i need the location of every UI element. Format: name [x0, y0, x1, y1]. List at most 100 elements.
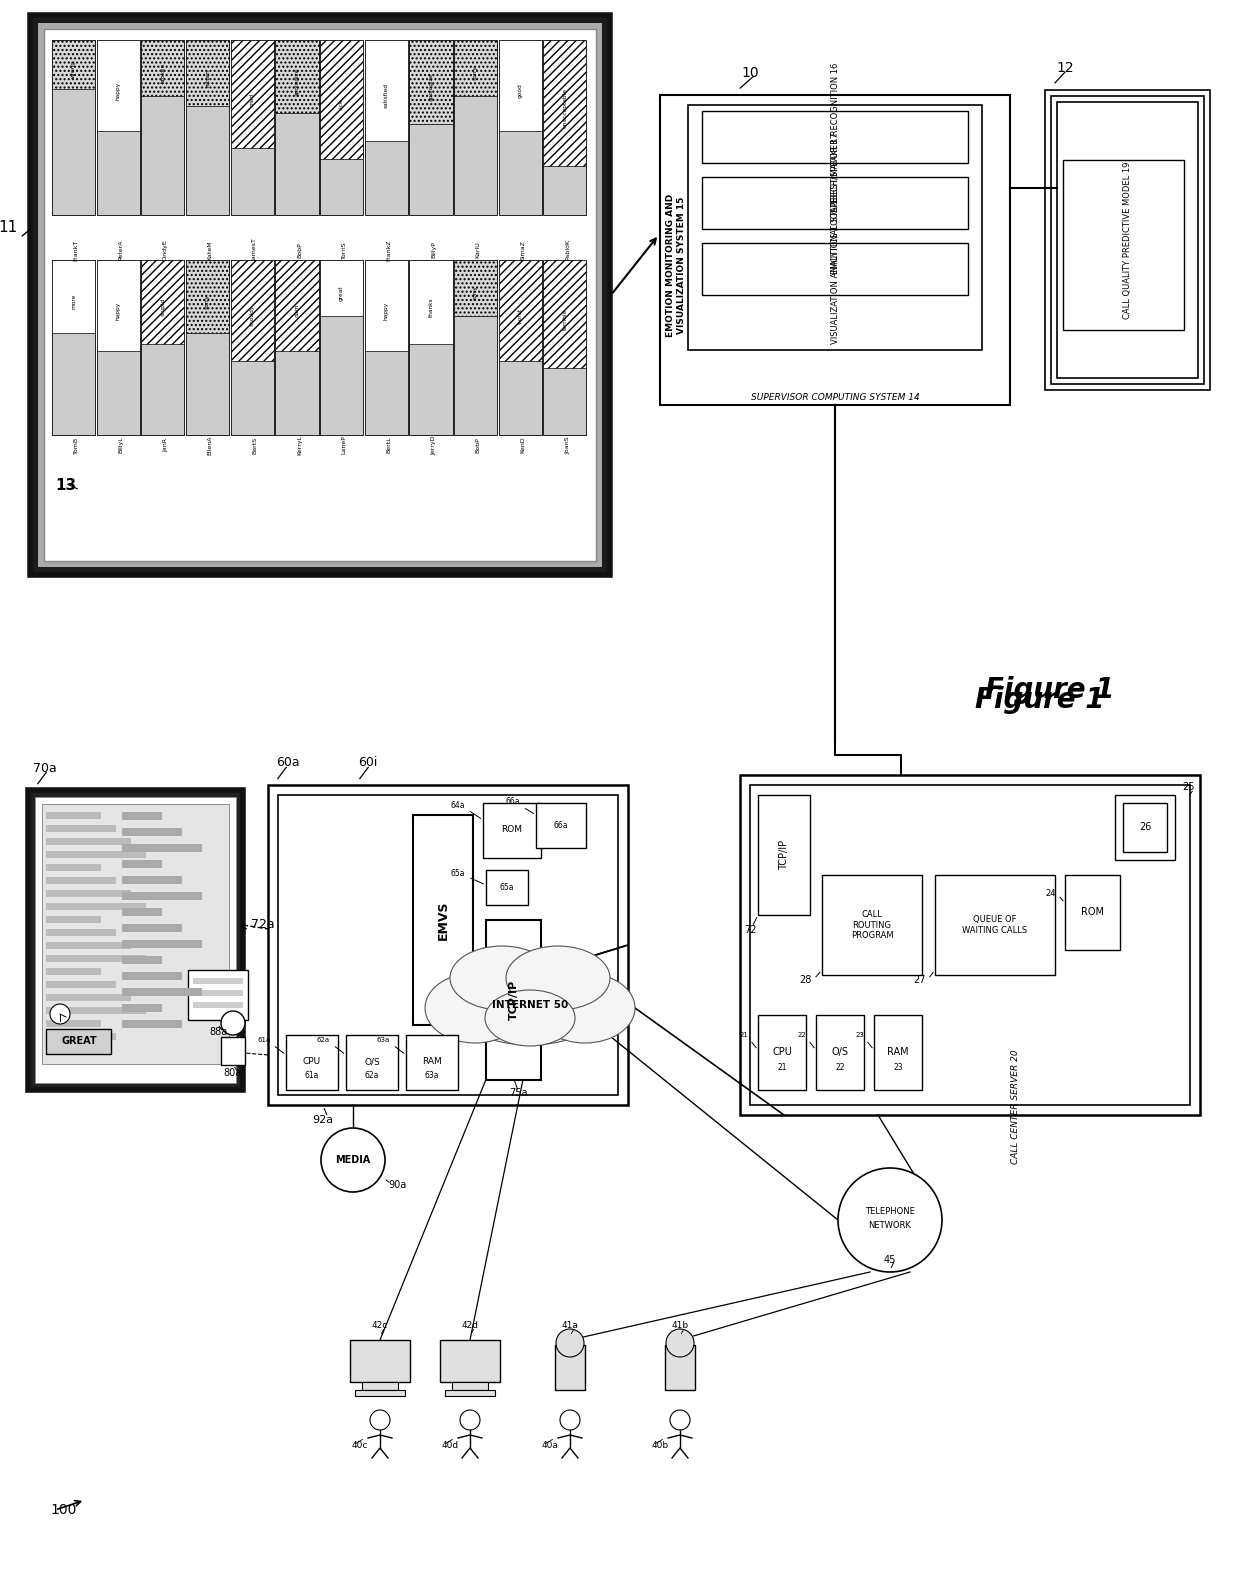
Circle shape [560, 1410, 580, 1431]
Text: SimaZ: SimaZ [521, 241, 526, 260]
Bar [1123, 803, 1167, 852]
Text: apologize: apologize [294, 68, 299, 96]
Bar [346, 1036, 398, 1091]
Bar [42, 804, 229, 1064]
Text: 88a: 88a [208, 1026, 227, 1037]
Text: 92a: 92a [312, 1114, 334, 1125]
Ellipse shape [425, 973, 525, 1044]
Bar [453, 1382, 489, 1390]
Bar [498, 39, 542, 131]
Text: shoddy: shoddy [249, 305, 254, 326]
Bar [122, 812, 162, 820]
Text: 40d: 40d [441, 1440, 459, 1450]
Bar [286, 1036, 339, 1091]
Text: PeterA: PeterA [118, 239, 123, 260]
Text: 12: 12 [1056, 61, 1074, 76]
Text: CALL CENTER SERVER 20: CALL CENTER SERVER 20 [1012, 1050, 1021, 1165]
Bar [543, 39, 587, 165]
Text: CPU: CPU [773, 1047, 792, 1058]
Text: CALL
ROUTING
PROGRAM: CALL ROUTING PROGRAM [851, 910, 893, 940]
Bar [275, 39, 319, 216]
Text: 45: 45 [884, 1254, 897, 1265]
Bar [498, 260, 542, 360]
Text: 75a: 75a [508, 1088, 527, 1099]
Bar [740, 774, 1200, 1114]
Bar [221, 1037, 246, 1066]
Bar [46, 837, 131, 845]
Text: 22: 22 [797, 1033, 806, 1037]
Text: CPU: CPU [303, 1058, 321, 1067]
Text: 63a: 63a [425, 1072, 439, 1080]
Bar [543, 39, 587, 216]
Ellipse shape [485, 990, 575, 1047]
Text: TELEPHONE: TELEPHONE [866, 1207, 915, 1217]
Bar [141, 260, 185, 345]
Bar [543, 260, 587, 434]
Bar [46, 903, 146, 910]
Text: 70a: 70a [33, 762, 57, 774]
Circle shape [838, 1168, 942, 1272]
Bar [122, 892, 202, 900]
Bar [275, 260, 319, 351]
Ellipse shape [506, 946, 610, 1011]
Text: 42d: 42d [461, 1322, 479, 1330]
Text: sorry: sorry [474, 285, 479, 301]
Text: PabloK: PabloK [565, 239, 570, 261]
Bar [52, 39, 95, 90]
Bar [52, 260, 95, 334]
Bar [46, 812, 100, 818]
Circle shape [670, 1410, 689, 1431]
Text: stupid: stupid [160, 297, 165, 316]
Text: FrankZ: FrankZ [386, 239, 392, 261]
Bar [350, 1339, 410, 1382]
Bar [122, 955, 162, 963]
Bar [97, 39, 140, 216]
Bar [702, 112, 968, 164]
Text: 41b: 41b [671, 1322, 688, 1330]
Text: KateM: KateM [207, 241, 212, 260]
Bar [46, 968, 100, 974]
Text: 21: 21 [739, 1033, 748, 1037]
Bar [275, 39, 319, 113]
Circle shape [321, 1129, 384, 1192]
Bar [935, 875, 1055, 974]
Circle shape [460, 1410, 480, 1431]
Bar [193, 1003, 243, 1007]
Bar [1063, 161, 1184, 331]
Text: O/S: O/S [365, 1058, 379, 1067]
Bar [122, 859, 162, 867]
Bar [122, 828, 182, 836]
Bar [141, 260, 185, 434]
Text: 40b: 40b [652, 1440, 670, 1450]
Bar [445, 1390, 495, 1396]
Text: 65a: 65a [500, 883, 515, 891]
Bar [498, 39, 542, 216]
Text: 41a: 41a [562, 1322, 578, 1330]
Text: TorriS: TorriS [341, 241, 347, 258]
Text: EllenA: EllenA [207, 436, 212, 455]
Text: ROM: ROM [501, 825, 522, 834]
Bar [46, 916, 100, 922]
Bar [186, 260, 229, 334]
Bar [1115, 795, 1176, 859]
Text: 64a: 64a [450, 801, 465, 809]
Text: unacceptable: unacceptable [563, 88, 568, 127]
Text: wrong: wrong [71, 60, 76, 79]
Bar [556, 1346, 585, 1390]
Text: BertL: BertL [386, 436, 392, 453]
Text: happy: happy [115, 301, 120, 320]
Text: 61a: 61a [305, 1072, 319, 1080]
Text: 62a: 62a [365, 1072, 379, 1080]
Bar [46, 1029, 112, 1055]
Text: LaneP: LaneP [341, 436, 347, 455]
Bar [97, 260, 140, 351]
Bar [122, 973, 182, 981]
Text: 25: 25 [1183, 782, 1195, 792]
Bar [141, 39, 185, 96]
Bar [409, 39, 453, 124]
Text: happy: happy [115, 82, 120, 99]
Text: 65a: 65a [450, 869, 465, 877]
Bar [1052, 96, 1204, 384]
Text: KenD: KenD [521, 436, 526, 453]
Bar [38, 24, 601, 567]
